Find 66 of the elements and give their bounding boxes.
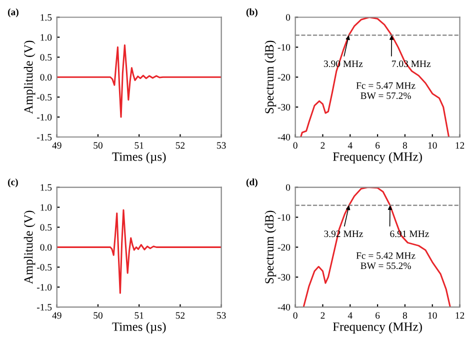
y-tick-label: 0.5 <box>40 224 52 231</box>
x-tick-label: 8 <box>402 142 408 149</box>
y-tick-label: -20 <box>278 244 290 251</box>
y-tick-label: -10 <box>278 214 290 221</box>
y-tick-label: -1.5 <box>36 304 52 311</box>
y-axis-title: Spectrum (dB) <box>264 40 276 114</box>
x-tick-label: 4 <box>348 142 352 149</box>
y-tick-label: -1.5 <box>36 134 52 141</box>
x-tick-label: 2 <box>320 142 325 149</box>
line-series <box>302 187 451 308</box>
y-tick-label: 0 <box>286 14 290 21</box>
y-tick-label: -0.5 <box>36 94 52 101</box>
x-tick-label: 53 <box>217 312 226 319</box>
y-axis-title: Amplitude (V) <box>24 40 36 114</box>
x-axis-title: Frequency (MHz) <box>332 152 422 164</box>
x-tick-label: 4 <box>348 312 352 319</box>
x-tick-label: 52 <box>176 312 185 319</box>
x-tick-label: 49 <box>52 312 62 319</box>
x-tick-label: 10 <box>428 312 437 319</box>
x-tick-label: 8 <box>402 312 408 319</box>
annotation: Fc = 5.42 MHz BW = 55.2% <box>356 252 416 270</box>
y-tick-label: -30 <box>278 274 290 281</box>
annotation: Fc = 5.47 MHz BW = 57.2% <box>356 82 416 100</box>
x-tick-label: 53 <box>217 142 226 149</box>
x-tick-label: 6 <box>376 142 380 149</box>
y-axis-title: Amplitude (V) <box>24 210 36 284</box>
y-tick-label: -1.0 <box>36 114 52 121</box>
y-tick-label: -10 <box>278 44 290 51</box>
y-tick-label: -1.0 <box>36 284 52 291</box>
chart-title: (a) <box>8 8 18 18</box>
y-tick-label: -0.5 <box>36 264 52 271</box>
x-tick-label: 12 <box>456 142 464 149</box>
y-tick-label: 0.0 <box>40 244 52 251</box>
y-tick-label: -20 <box>278 74 290 81</box>
line-series <box>56 209 222 294</box>
y-tick-label: 0.5 <box>40 54 52 61</box>
x-tick-label: 49 <box>52 142 62 149</box>
y-tick-label: -30 <box>278 104 290 111</box>
y-tick-label: -40 <box>278 134 290 140</box>
chart-title: (b) <box>246 8 258 18</box>
y-tick-label: 0 <box>286 184 290 191</box>
y-tick-label: 1.0 <box>40 204 52 211</box>
y-tick-label: 1.5 <box>40 184 52 191</box>
x-tick-label: 52 <box>176 142 185 149</box>
x-tick-label: 12 <box>456 312 464 319</box>
x-tick-label: 10 <box>428 142 437 149</box>
x-tick-label: 0 <box>293 142 298 149</box>
line-series <box>300 17 450 137</box>
x-tick-label: 0 <box>293 312 298 319</box>
x-axis-title: Times (µs) <box>112 322 166 334</box>
line-series <box>56 44 222 118</box>
y-axis-title: Spectrum (dB) <box>264 210 276 284</box>
y-tick-label: 1.5 <box>40 14 52 21</box>
y-tick-label: 1.0 <box>40 34 52 41</box>
x-tick-label: 6 <box>376 312 380 319</box>
x-axis-title: Times (µs) <box>112 152 166 164</box>
x-tick-label: 51 <box>134 142 144 149</box>
x-tick-label: 50 <box>94 142 102 149</box>
y-tick-label: -40 <box>278 304 290 311</box>
x-tick-label: 51 <box>134 312 144 319</box>
chart-title: (c) <box>8 178 18 188</box>
y-tick-label: 0.0 <box>40 74 52 81</box>
x-tick-label: 2 <box>320 312 325 319</box>
x-axis-title: Frequency (MHz) <box>332 322 422 334</box>
chart-title: (d) <box>246 178 258 188</box>
x-tick-label: 50 <box>94 312 102 319</box>
